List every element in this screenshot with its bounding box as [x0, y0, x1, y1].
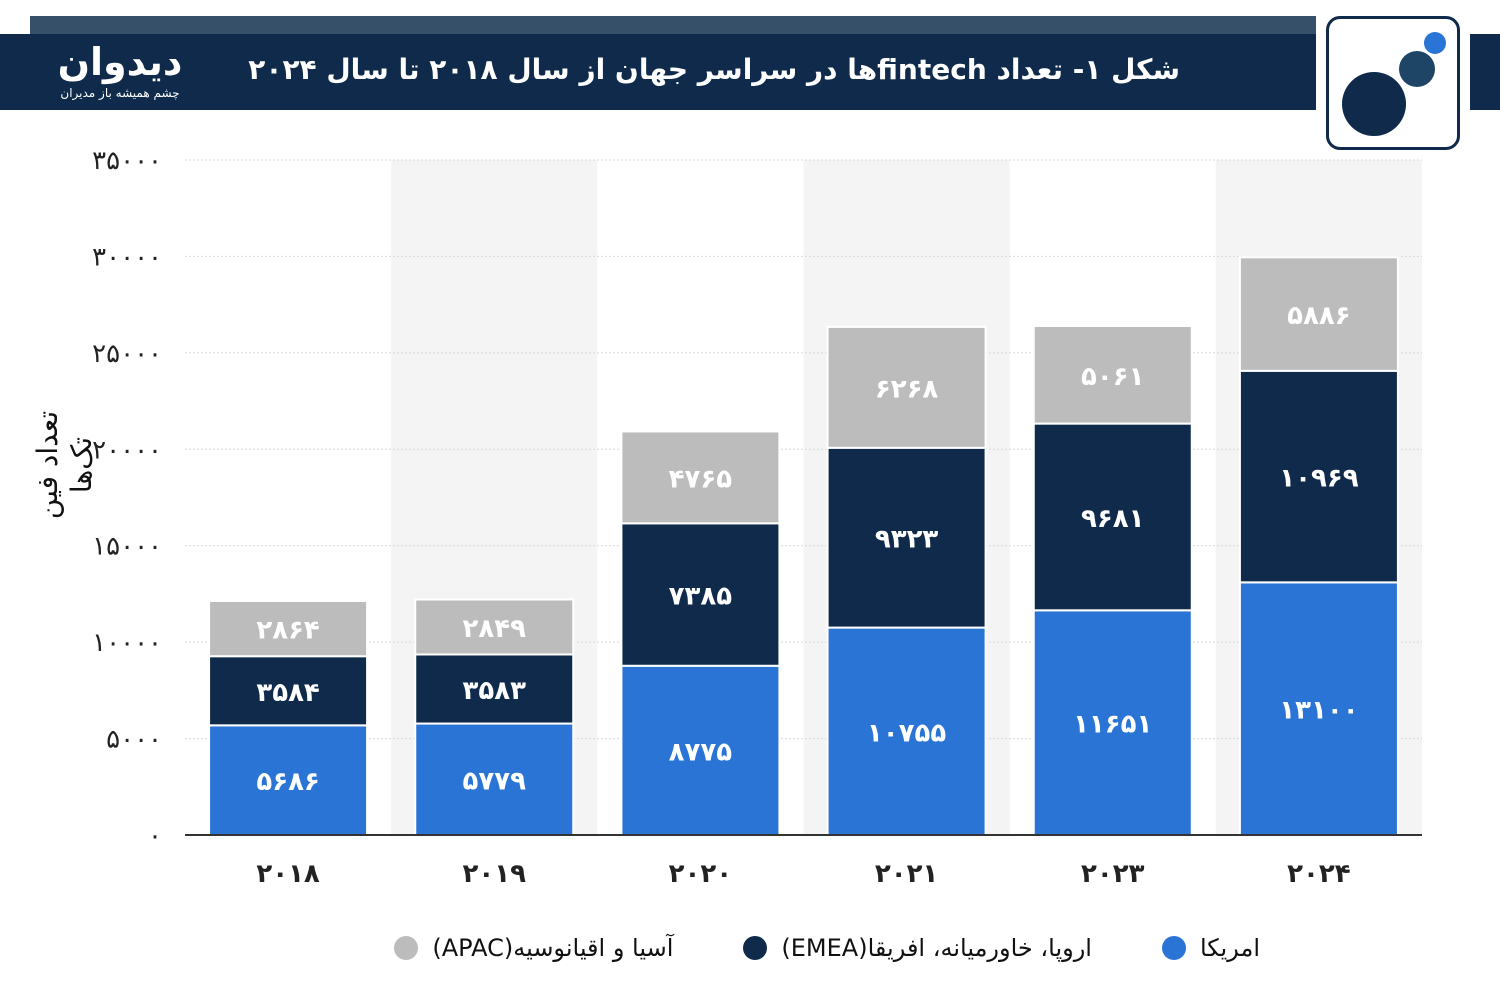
- bar-segment: [826, 446, 987, 629]
- bar-segment: [1032, 324, 1193, 425]
- bar-segment: [1238, 256, 1399, 372]
- bar-segment: [208, 655, 369, 727]
- legend-item-americas: امریکا: [1161, 934, 1260, 962]
- data-label: ۱۳۱۰۰: [1279, 696, 1358, 726]
- x-tick-label: ۲۰۲۱: [875, 859, 938, 889]
- x-tick-label: ۲۰۲۳: [1081, 859, 1145, 889]
- chart-legend: امریکا اروپا، خاورمیانه، افریقا(EMEA) آس…: [260, 928, 1260, 968]
- bar-segment: [414, 598, 575, 656]
- brand-name: دیدوان: [57, 40, 183, 84]
- data-label: ۴۷۶۵: [669, 464, 733, 494]
- legend-label-apac: آسیا و اقیانوسیه(APAC): [432, 934, 674, 962]
- bar-segment: [1238, 581, 1399, 836]
- legend-swatch-apac: [394, 936, 419, 960]
- y-tick-label: ۳۰۰۰۰: [92, 242, 162, 272]
- x-tick-label: ۲۰۲۴: [1287, 859, 1350, 889]
- data-label: ۶۲۶۸: [875, 374, 939, 404]
- y-tick-label: ۳۵۰۰۰: [92, 146, 162, 176]
- bar-segment: [620, 430, 781, 525]
- brand-tagline: چشم همیشه باز مدیران: [60, 86, 180, 100]
- x-tick-label: ۲۰۲۰: [669, 859, 732, 889]
- y-tick-label: ۰: [148, 821, 162, 851]
- data-label: ۵۶۸۶: [256, 767, 319, 797]
- legend-item-apac: آسیا و اقیانوسیه(APAC): [394, 934, 673, 962]
- y-tick-label: ۱۵۰۰۰: [92, 532, 162, 562]
- bar-segment: [826, 626, 987, 837]
- data-label: ۷۳۸۵: [669, 582, 733, 612]
- y-tick-label: ۲۵۰۰۰: [92, 339, 162, 369]
- data-label: ۵۰۶۱: [1081, 362, 1144, 392]
- bar-segment: [208, 599, 369, 658]
- data-label: ۱۰۹۶۹: [1279, 464, 1358, 494]
- data-label: ۹۶۸۱: [1081, 504, 1144, 534]
- data-label: ۱۱۶۵۱: [1073, 710, 1152, 740]
- data-label: ۳۵۸۴: [256, 678, 319, 708]
- bar-segment: [1238, 369, 1399, 584]
- header-band: [0, 34, 1316, 110]
- data-label: ۸۷۷۵: [669, 737, 733, 767]
- header-top-stripe: [30, 16, 1316, 34]
- data-label: ۵۷۷۹: [463, 766, 527, 796]
- y-tick-label: ۲۰۰۰۰: [92, 435, 162, 465]
- legend-label-emea: اروپا، خاورمیانه، افریقا(EMEA): [781, 934, 1092, 962]
- circles-logo-icon: [1326, 16, 1460, 150]
- data-label: ۲۸۴۹: [463, 614, 527, 644]
- bar-segment: [208, 724, 369, 836]
- brand-logo: دیدوان چشم همیشه باز مدیران: [40, 38, 200, 108]
- data-label: ۵۸۸۶: [1287, 301, 1350, 331]
- x-tick-label: ۲۰۱۹: [463, 859, 527, 889]
- x-tick-label: ۲۰۱۸: [256, 859, 320, 889]
- data-label: ۲۸۶۴: [256, 616, 319, 646]
- chart-title: شکل ۱- تعداد fintechها در سراسر جهان از …: [248, 53, 1180, 86]
- legend-item-emea: اروپا، خاورمیانه، افریقا(EMEA): [743, 934, 1092, 962]
- data-label: ۹۳۲۳: [875, 525, 939, 555]
- header-band-right: [1470, 34, 1500, 110]
- bar-segment: [1032, 422, 1193, 612]
- legend-swatch-emea: [743, 936, 768, 960]
- data-label: ۳۵۸۳: [463, 676, 527, 706]
- legend-label-americas: امریکا: [1199, 934, 1260, 962]
- legend-swatch-americas: [1161, 936, 1186, 960]
- y-tick-label: ۱۰۰۰۰: [92, 628, 162, 658]
- y-tick-label: ۵۰۰۰: [106, 725, 162, 755]
- bar-segment: [826, 325, 987, 449]
- data-label: ۱۰۷۵۵: [867, 718, 946, 748]
